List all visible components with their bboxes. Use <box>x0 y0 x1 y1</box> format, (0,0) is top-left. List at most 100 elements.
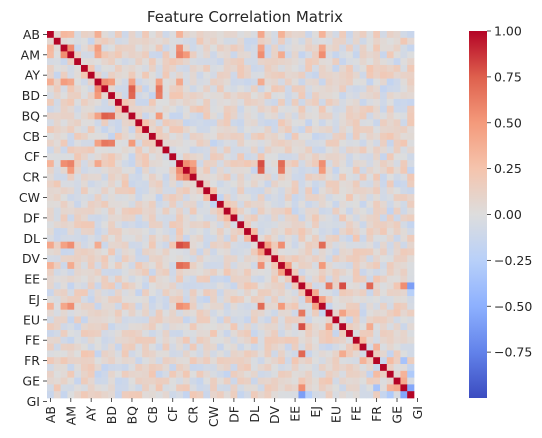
heatmap-cell <box>278 234 286 243</box>
heatmap-cell <box>87 160 95 168</box>
heatmap-cell <box>60 194 68 202</box>
heatmap-cell <box>128 78 136 86</box>
heatmap-cell <box>203 92 211 100</box>
heatmap-cell <box>407 126 415 134</box>
heatmap-cell <box>148 187 157 195</box>
heatmap-cell <box>339 323 347 331</box>
heatmap-cell <box>53 119 61 127</box>
heatmap-cell <box>339 234 347 243</box>
heatmap-cell <box>400 221 408 229</box>
heatmap-cell <box>393 343 401 351</box>
heatmap-cell <box>196 330 204 338</box>
heatmap-cell <box>298 71 306 79</box>
heatmap-cell <box>257 51 265 59</box>
heatmap-cell <box>271 289 279 297</box>
heatmap-cell <box>196 173 204 181</box>
heatmap-cell <box>67 51 75 59</box>
heatmap-cell <box>271 166 279 175</box>
heatmap-cell <box>393 126 401 134</box>
heatmap-cell <box>162 323 170 331</box>
heatmap-cell <box>325 153 333 161</box>
heatmap-cell <box>108 302 116 310</box>
heatmap-cell <box>352 37 360 45</box>
heatmap-cell <box>257 384 265 392</box>
heatmap-cell <box>67 384 75 392</box>
heatmap-cell <box>210 336 218 344</box>
heatmap-cell <box>325 98 333 107</box>
heatmap-cell <box>196 323 204 331</box>
heatmap-cell <box>162 296 170 304</box>
heatmap-cell <box>366 105 374 113</box>
heatmap-cell <box>189 377 197 385</box>
heatmap-cell <box>352 323 360 331</box>
heatmap-cell <box>393 364 401 372</box>
heatmap-cell <box>284 187 293 195</box>
heatmap-cell <box>135 391 143 399</box>
heatmap-cell <box>108 105 116 113</box>
heatmap-cell <box>80 234 89 243</box>
heatmap-cell <box>386 194 394 202</box>
heatmap-cell <box>264 200 272 209</box>
heatmap-cell <box>182 343 191 351</box>
heatmap-cell <box>128 221 136 229</box>
heatmap-cell <box>264 92 272 100</box>
heatmap-cell <box>189 119 197 127</box>
heatmap-cell <box>386 262 394 270</box>
heatmap-cell <box>346 302 354 310</box>
y-tick-label: FE <box>25 333 40 348</box>
x-tick-label: CB <box>145 406 160 423</box>
heatmap-cell <box>189 268 197 277</box>
heatmap-cell <box>87 282 95 290</box>
heatmap-cell <box>148 207 157 215</box>
heatmap-cell <box>87 119 95 127</box>
heatmap-cell <box>182 228 191 236</box>
heatmap-cell <box>386 384 394 392</box>
heatmap-cell <box>291 44 299 52</box>
heatmap-cell <box>216 234 225 243</box>
heatmap-cell <box>298 173 306 181</box>
heatmap-cell <box>305 255 313 263</box>
heatmap-cell <box>67 119 75 127</box>
heatmap-cell <box>60 78 68 86</box>
heatmap-cell <box>339 357 347 365</box>
heatmap-cell <box>244 112 252 120</box>
heatmap-cell <box>203 37 211 45</box>
heatmap-cell <box>223 207 231 215</box>
heatmap-cell <box>318 241 326 249</box>
heatmap-cell <box>230 248 238 256</box>
heatmap-cell <box>352 194 360 202</box>
heatmap-cell <box>169 44 177 52</box>
heatmap-cell <box>121 166 129 175</box>
heatmap-cell <box>284 160 293 168</box>
heatmap-cell <box>318 92 326 100</box>
heatmap-cell <box>271 330 279 338</box>
heatmap-cell <box>230 132 238 141</box>
heatmap-cell <box>74 173 82 181</box>
heatmap-cell <box>162 275 170 283</box>
heatmap-cell <box>400 180 408 188</box>
heatmap-cell <box>87 126 95 134</box>
heatmap-cell <box>223 166 231 175</box>
heatmap-cell <box>407 289 415 297</box>
heatmap-cell <box>74 207 82 215</box>
heatmap-cell <box>407 78 415 86</box>
y-tick-label: AM <box>21 47 40 62</box>
heatmap-cell <box>189 187 197 195</box>
heatmap-cell <box>393 370 401 378</box>
heatmap-cell <box>216 282 225 290</box>
heatmap-cell <box>407 214 415 222</box>
heatmap-cell <box>128 309 136 317</box>
heatmap-cell <box>121 78 129 86</box>
heatmap-cell <box>114 262 123 270</box>
heatmap-cell <box>244 350 252 358</box>
heatmap-cell <box>80 78 89 86</box>
heatmap-cell <box>176 78 184 86</box>
heatmap-cell <box>244 105 252 113</box>
heatmap-cell <box>60 282 68 290</box>
colorbar-gradient <box>469 31 487 398</box>
x-tick-label: AY <box>84 406 99 422</box>
heatmap-cell <box>346 234 354 243</box>
heatmap-cell <box>223 31 231 39</box>
heatmap-cell <box>216 302 225 310</box>
heatmap-cell <box>47 309 55 317</box>
